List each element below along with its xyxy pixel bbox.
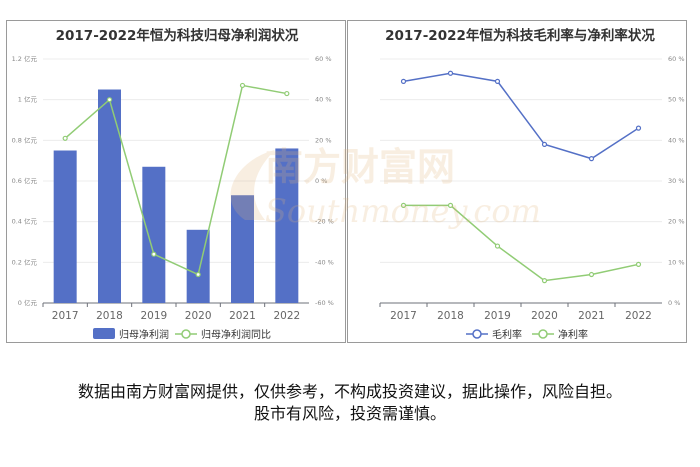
x-tick-label: 2022 (273, 310, 300, 322)
net-margin-point (541, 278, 548, 284)
chart-title: 2017-2022年恒为科技毛利率与净利率状况 (385, 27, 655, 44)
yoy-point (195, 271, 201, 278)
x-tick-label: 2018 (96, 310, 123, 322)
legend-bar-swatch (93, 328, 115, 339)
net-margin-point (400, 202, 407, 208)
x-tick-label: 2019 (484, 310, 511, 322)
y-left-tick: 0 亿元 (18, 298, 38, 307)
y-right-tick: 20 % (668, 218, 685, 226)
legend-net-marker (538, 329, 548, 339)
y-right-tick: 40 % (315, 96, 332, 104)
y-right-tick: -20 % (315, 218, 334, 226)
gross-margin-point (494, 78, 501, 84)
x-tick-label: 2020 (185, 310, 212, 322)
profit-chart: 2017-2022年恒为科技归母净利润状况 0 亿元 0.2 亿元 0.4 亿元 0.6… (12, 27, 334, 341)
x-tick-label: 2017 (390, 310, 417, 322)
net-margin-point (494, 243, 501, 249)
legend-gross-label: 毛利率 (492, 328, 522, 341)
y-right-tick: 20 % (315, 136, 332, 144)
gross-margin-point (447, 70, 454, 76)
gross-margin-point (541, 141, 548, 148)
yoy-point (151, 251, 157, 257)
yoy-point (106, 97, 113, 103)
yoy-point (62, 135, 68, 141)
x-tick-label: 2021 (229, 310, 256, 322)
legend-bar-label: 归母净利润 (119, 328, 169, 341)
yoy-line (64, 84, 287, 276)
y-right-tick: -60 % (315, 299, 334, 307)
y-right-tick: 30 % (668, 177, 685, 185)
y-left-tick: 1.2 亿元 (12, 54, 38, 63)
margin-chart: 2017-2022年恒为科技毛利率与净利率状况 0 % 10 % 20 % 30 % 40… (379, 27, 685, 341)
y-left-tick: 0.4 亿元 (12, 217, 38, 226)
x-tick-label: 2020 (531, 310, 558, 322)
x-tick-label: 2021 (578, 310, 605, 322)
y-left-tick: 0.6 亿元 (12, 176, 38, 185)
yoy-point (239, 82, 246, 89)
disclaimer-line-1: 数据由南方财富网提供，仅供参考，不构成投资建议，据此操作，风险自担。 (77, 382, 622, 401)
profit-bar (275, 148, 299, 303)
margin-chart-panel: 2017-2022年恒为科技毛利率与净利率状况 0 % 10 % 20 % 30 % 40… (347, 20, 687, 343)
yoy-point (284, 90, 290, 97)
net-margin-point (588, 271, 595, 278)
y-left-tick: 1 亿元 (18, 95, 38, 104)
chart-title: 2017-2022年恒为科技归母净利润状况 (56, 27, 299, 44)
gross-margin-point (588, 156, 595, 162)
y-left-tick: 0.2 亿元 (12, 257, 38, 266)
y-left-tick: 0.8 亿元 (12, 135, 38, 144)
x-tick-label: 2019 (140, 310, 167, 322)
profit-bar (142, 166, 166, 303)
gross-margin-point (400, 78, 407, 84)
y-right-tick: 60 % (668, 55, 685, 63)
legend-line-marker (181, 329, 191, 339)
x-tick-label: 2018 (437, 310, 464, 322)
y-right-tick: 60 % (315, 55, 332, 63)
net-margin-line (403, 204, 639, 282)
profit-bar (98, 89, 121, 303)
y-right-tick: 40 % (668, 136, 685, 144)
profit-bar (231, 195, 254, 303)
y-right-tick: 50 % (668, 96, 685, 104)
y-right-tick: 0 % (315, 177, 327, 185)
net-margin-point (635, 261, 642, 267)
y-right-tick: -40 % (315, 258, 334, 266)
y-right-tick: 10 % (668, 258, 685, 266)
legend-gross-marker (472, 329, 482, 339)
gross-margin-line (403, 72, 639, 160)
profit-bar (53, 150, 77, 303)
x-tick-label: 2022 (625, 310, 652, 322)
disclaimer-line-2: 股市有风险，投资需谨慎。 (253, 404, 446, 423)
profit-chart-panel: 2017-2022年恒为科技归母净利润状况 0 亿元 0.2 亿元 0.4 亿元 0.6… (6, 20, 346, 343)
y-right-tick: 0 % (668, 299, 680, 307)
x-tick-label: 2017 (52, 310, 79, 322)
gross-margin-point (635, 125, 642, 131)
legend-net-label: 净利率 (558, 328, 588, 341)
net-margin-point (447, 202, 454, 208)
legend-line-label: 归母净利润同比 (201, 328, 271, 341)
